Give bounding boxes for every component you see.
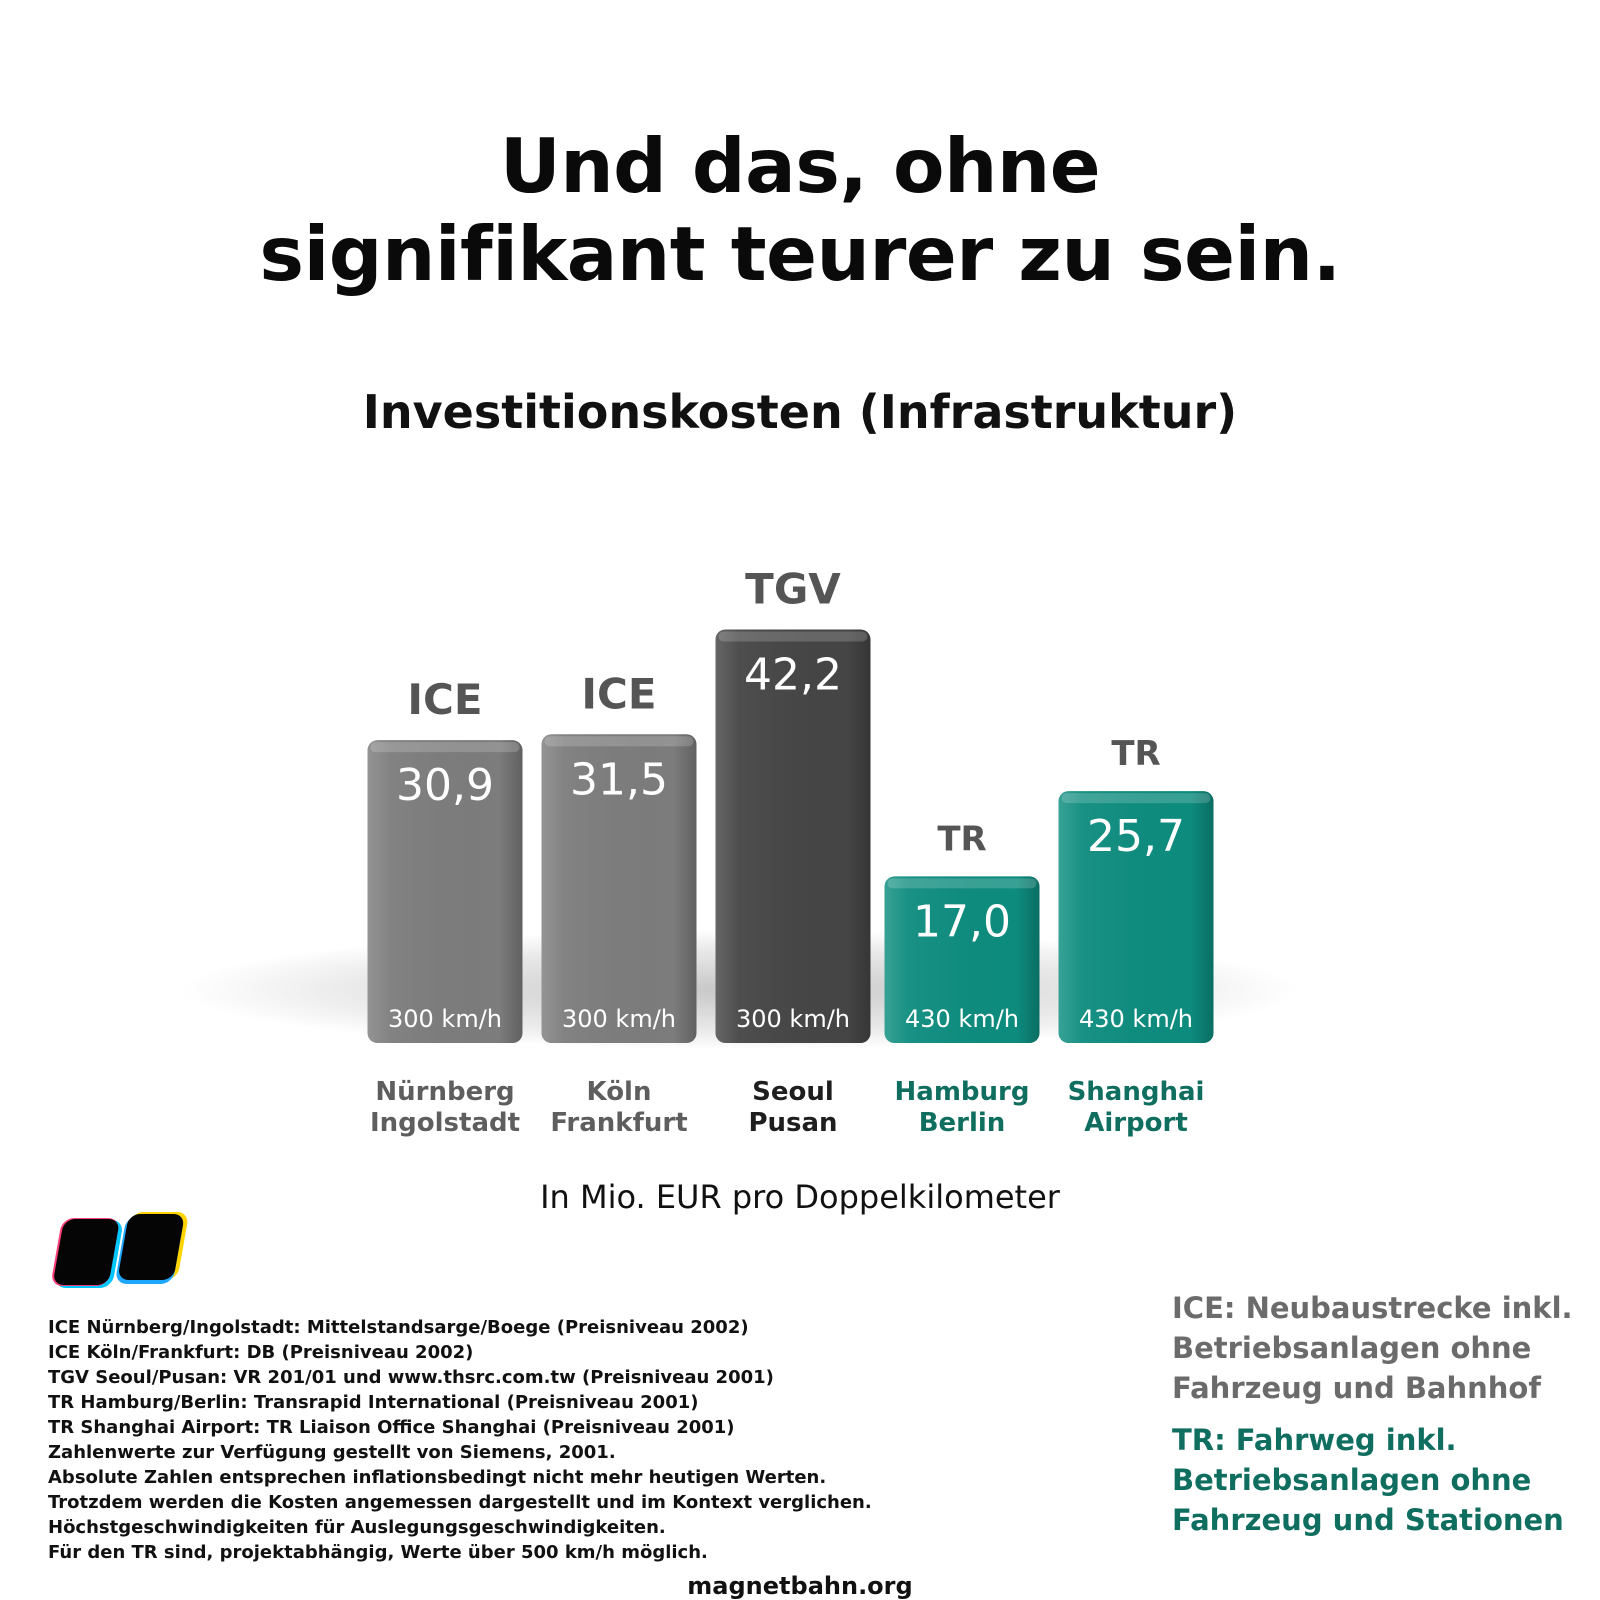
bar-top-bevel <box>887 878 1037 889</box>
bar-top-bevel <box>1061 793 1211 804</box>
category-tick-label: Shanghai <box>1068 1077 1205 1107</box>
note-tr-line: Fahrzeug und Stationen <box>1172 1503 1564 1537</box>
source-line: Höchstgeschwindigkeiten für Auslegungsge… <box>48 1517 666 1538</box>
category-tick-label: Ingolstadt <box>370 1108 520 1138</box>
bar-system-label: TGV <box>745 564 841 613</box>
bar-system-label: TR <box>937 819 986 859</box>
category-tick-label: Hamburg <box>895 1077 1030 1107</box>
note-ice-line: Fahrzeug und Bahnhof <box>1172 1371 1541 1405</box>
magnetbahn-logo-icon <box>52 1212 188 1288</box>
bar-sheen <box>541 734 697 1043</box>
source-line: TR Hamburg/Berlin: Transrapid Internatio… <box>48 1392 699 1413</box>
source-line: Für den TR sind, projektabhängig, Werte … <box>48 1542 708 1563</box>
note-tr-line: Betriebsanlagen ohne <box>1172 1463 1532 1497</box>
bar-top-bevel <box>370 742 520 753</box>
category-tick-label: Seoul <box>752 1077 834 1107</box>
category-tick-label: Airport <box>1084 1108 1188 1138</box>
source-line: Absolute Zahlen entsprechen inflationsbe… <box>48 1467 827 1488</box>
bar-value-label: 31,5 <box>570 754 668 805</box>
source-line: Trotzdem werden die Kosten angemessen da… <box>48 1492 872 1513</box>
bar-value-label: 42,2 <box>744 649 842 700</box>
chart-title: Investitionskosten (Infrastruktur) <box>362 385 1238 439</box>
bar-sheen <box>715 629 871 1043</box>
source-line: Zahlenwerte zur Verfügung gestellt von S… <box>48 1442 616 1463</box>
bar-system-label: ICE <box>407 675 482 724</box>
bar-value-label: 17,0 <box>913 896 1011 947</box>
note-ice: ICE: Neubaustrecke inkl. Betriebsanlagen… <box>1172 1288 1592 1408</box>
headline: Und das, ohne signifikant teurer zu sein… <box>0 122 1600 298</box>
unit-label: In Mio. EUR pro Doppelkilometer <box>540 1178 1060 1216</box>
category-tick-label: Köln <box>587 1077 652 1107</box>
notes: ICE: Neubaustrecke inkl. Betriebsanlagen… <box>1172 1288 1592 1540</box>
bar-sheen <box>1058 791 1214 1043</box>
category-tick-label: Nürnberg <box>375 1077 514 1107</box>
note-ice-line: ICE: Neubaustrecke inkl. <box>1172 1291 1573 1325</box>
bar-system-label: ICE <box>581 669 656 718</box>
category-tick-label: Berlin <box>919 1108 1006 1138</box>
source-line: TGV Seoul/Pusan: VR 201/01 und www.thsrc… <box>48 1367 774 1388</box>
bar-value-label: 30,9 <box>396 760 494 811</box>
bar-speed-label: 430 km/h <box>905 1005 1019 1033</box>
note-tr-line: TR: Fahrweg inkl. <box>1172 1423 1457 1457</box>
source-line: ICE Nürnberg/Ingolstadt: Mittelstandsarg… <box>48 1317 749 1338</box>
bar-top-bevel <box>544 736 694 747</box>
bar-sheen <box>367 740 523 1043</box>
note-tr: TR: Fahrweg inkl. Betriebsanlagen ohne F… <box>1172 1420 1592 1540</box>
category-tick-label: Pusan <box>748 1108 837 1138</box>
bar-sheen <box>884 876 1040 1043</box>
footer-url: magnetbahn.org <box>687 1572 913 1600</box>
bar-speed-label: 300 km/h <box>562 1005 676 1033</box>
bar-speed-label: 300 km/h <box>736 1005 850 1033</box>
sources-list: ICE Nürnberg/Ingolstadt: Mittelstandsarg… <box>48 1315 948 1565</box>
headline-line-1: Und das, ohne <box>499 122 1101 210</box>
bar-speed-label: 430 km/h <box>1079 1005 1193 1033</box>
headline-line-2: signifikant teurer zu sein. <box>259 210 1341 298</box>
category-tick-label: Frankfurt <box>550 1108 687 1138</box>
bar-speed-label: 300 km/h <box>388 1005 502 1033</box>
bar-system-label: TR <box>1111 734 1160 774</box>
bar-value-label: 25,7 <box>1087 811 1185 862</box>
bar-top-bevel <box>718 631 868 642</box>
source-line: TR Shanghai Airport: TR Liaison Office S… <box>48 1417 735 1438</box>
note-ice-line: Betriebsanlagen ohne <box>1172 1331 1532 1365</box>
source-line: ICE Köln/Frankfurt: DB (Preisniveau 2002… <box>48 1342 474 1363</box>
